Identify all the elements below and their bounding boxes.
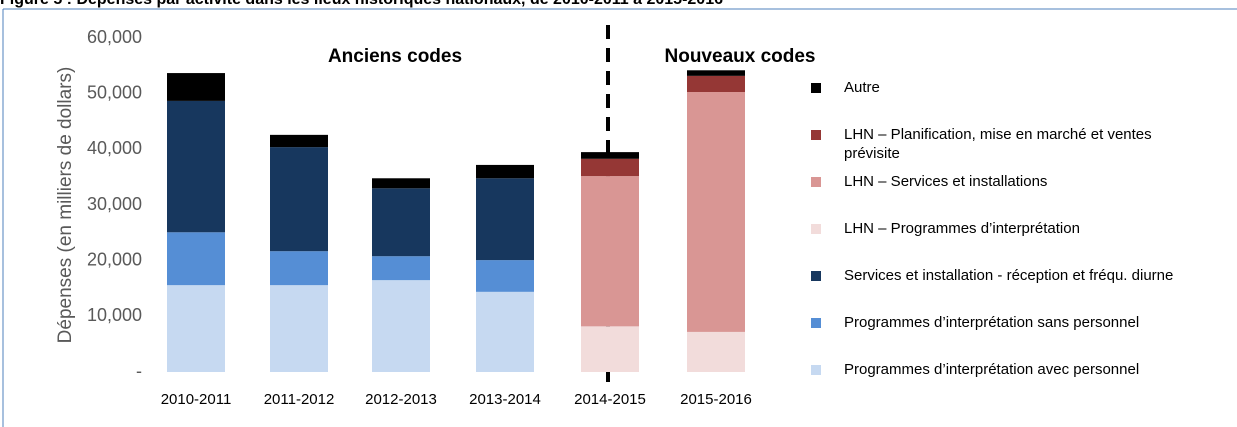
bar-segment xyxy=(476,178,534,261)
legend-label: Programmes d’interprétation sans personn… xyxy=(844,314,1140,331)
bar-segment xyxy=(687,75,745,92)
bar-segment xyxy=(372,188,430,257)
y-tick-label: 60,000 xyxy=(87,27,142,47)
x-tick-label: 2010-2011 xyxy=(161,391,232,408)
bar-segment xyxy=(270,251,328,286)
bar-segment xyxy=(270,285,328,372)
bar-segment xyxy=(167,285,225,372)
legend-swatch xyxy=(811,130,821,140)
chart-title: Figure 5 : Dépenses par activité dans le… xyxy=(0,0,723,8)
annotation: Anciens codes xyxy=(328,46,462,67)
bar-segment xyxy=(476,260,534,292)
legend-swatch xyxy=(811,365,821,375)
x-tick-label: 2013-2014 xyxy=(469,391,541,408)
legend-label: LHN – Services et installations xyxy=(844,173,1048,190)
bar-segment xyxy=(167,232,225,286)
y-tick-label: 20,000 xyxy=(87,249,142,269)
bar-segment xyxy=(270,134,328,148)
legend-swatch xyxy=(811,83,821,93)
x-tick-label: 2015-2016 xyxy=(680,391,752,408)
legend-swatch xyxy=(811,271,821,281)
bar-segment xyxy=(581,326,639,372)
legend-label: Programmes d’interprétation avec personn… xyxy=(844,361,1140,378)
y-tick-label: 40,000 xyxy=(87,138,142,158)
legend-label: LHN – Programmes d’interprétation xyxy=(844,220,1080,237)
bar-segment xyxy=(581,152,639,159)
x-tick-label: 2011-2012 xyxy=(264,391,335,408)
y-tick-label: 30,000 xyxy=(87,194,142,214)
legend-label: Autre xyxy=(844,79,880,96)
legend-swatch xyxy=(811,318,821,328)
legend-swatch xyxy=(811,224,821,234)
x-tick-label: 2012-2013 xyxy=(365,391,437,408)
bar-segment xyxy=(167,73,225,101)
bar-segment xyxy=(581,176,639,327)
bar-segment xyxy=(476,164,534,179)
y-tick-label: 50,000 xyxy=(87,82,142,102)
bar-segment xyxy=(476,291,534,372)
x-tick-label: 2014-2015 xyxy=(574,391,646,408)
y-tick-label: - xyxy=(136,361,142,381)
bar-segment xyxy=(167,100,225,233)
legend-swatch xyxy=(811,177,821,187)
bar-segment xyxy=(687,70,745,76)
bar-segment xyxy=(372,280,430,372)
bar-segment xyxy=(687,91,745,332)
y-tick-label: 10,000 xyxy=(87,305,142,325)
bar-segment xyxy=(270,147,328,252)
bar-segment xyxy=(372,256,430,281)
y-axis-label: Dépenses (en milliers de dollars) xyxy=(55,67,76,344)
bar-segment xyxy=(581,158,639,177)
legend-label: Services et installation - réception et … xyxy=(844,267,1174,284)
annotation: Nouveaux codes xyxy=(665,46,816,67)
bar-segment xyxy=(687,331,745,372)
bar-segment xyxy=(372,178,430,189)
legend-label: LHN – Planification, mise en marché et v… xyxy=(844,126,1152,162)
